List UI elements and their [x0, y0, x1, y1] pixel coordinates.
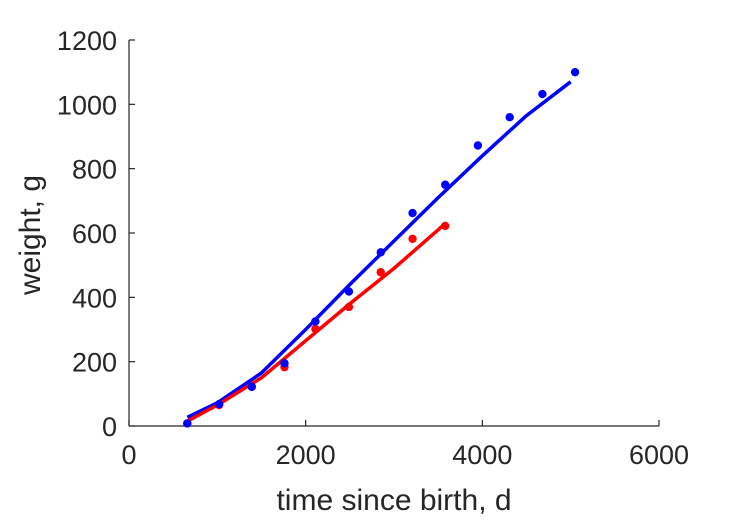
data-points-layer — [183, 67, 580, 428]
data-point-series-1 — [247, 382, 256, 391]
data-point-series-2 — [441, 221, 450, 231]
data-point-series-2 — [311, 324, 320, 334]
data-point-series-1 — [311, 317, 320, 326]
y-axis-label: weight, g — [14, 175, 47, 296]
y-tick-label: 200 — [72, 348, 117, 378]
y-tick-label: 800 — [72, 155, 117, 185]
fit-lines-layer — [186, 80, 572, 423]
y-tick-label: 1200 — [57, 26, 117, 56]
x-tick-label: 0 — [121, 440, 136, 470]
data-point-series-1 — [538, 89, 547, 99]
data-point-series-1 — [505, 113, 514, 122]
y-tick-label: 600 — [72, 219, 117, 249]
data-point-series-1 — [441, 180, 450, 189]
axes-layer: 0 2000 4000 6000 0 200 400 600 800 1000 1200 — [57, 26, 689, 470]
data-point-series-1 — [280, 359, 289, 368]
data-point-series-2 — [408, 234, 417, 243]
data-point-series-1 — [408, 208, 417, 218]
y-tick-label: 1000 — [57, 90, 117, 120]
y-tick-label: 400 — [72, 283, 117, 313]
x-tick-label: 2000 — [276, 440, 336, 470]
fit-line-series-2 — [186, 222, 447, 423]
data-point-series-1 — [473, 141, 483, 150]
data-point-series-2 — [376, 268, 385, 277]
y-tick-label: 0 — [102, 412, 117, 442]
data-point-series-1 — [214, 399, 224, 409]
data-point-series-2 — [344, 302, 354, 312]
data-point-series-1 — [344, 287, 354, 296]
fit-line-series-1 — [186, 80, 572, 419]
x-tick-label: 6000 — [629, 440, 689, 470]
data-point-series-1 — [183, 419, 192, 428]
data-point-series-1 — [376, 248, 385, 257]
labels-layer: time since birth, d weight, g — [14, 175, 512, 517]
data-point-series-1 — [570, 67, 580, 77]
x-axis-label: time since birth, d — [276, 484, 511, 517]
x-tick-label: 4000 — [452, 440, 512, 470]
